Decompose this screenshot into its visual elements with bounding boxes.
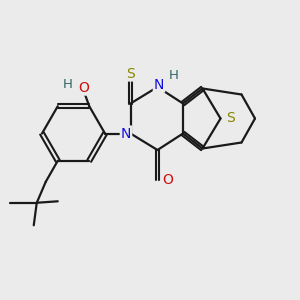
Text: S: S	[226, 112, 236, 125]
Text: H: H	[62, 77, 72, 91]
Text: O: O	[78, 81, 89, 94]
Text: N: N	[154, 78, 164, 92]
Text: O: O	[163, 173, 173, 187]
Text: H: H	[169, 69, 179, 82]
Text: S: S	[126, 67, 135, 80]
Text: N: N	[121, 127, 131, 140]
